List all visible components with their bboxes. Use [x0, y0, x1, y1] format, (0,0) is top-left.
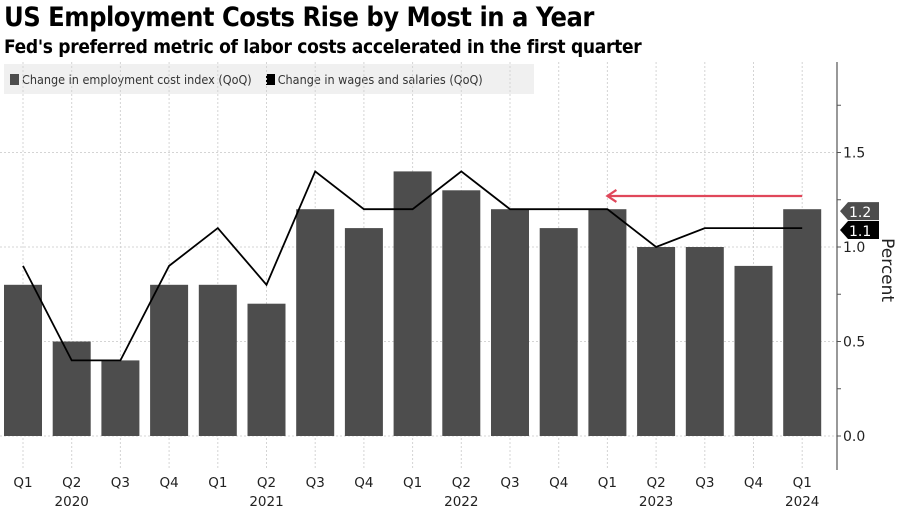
legend-item-wages: Change in wages and salaries (QoQ) — [265, 71, 483, 87]
x-tick-label: Q4 — [744, 475, 763, 491]
x-year-label: 2020 — [55, 494, 89, 510]
y-axis: 0.0 0.5 1.0 1.5 1.2 1.1 — [836, 62, 879, 470]
legend-item-eci: Change in employment cost index (QoQ) — [10, 72, 252, 87]
annotation-arrow-head — [605, 189, 618, 203]
x-tick-label: Q4 — [159, 475, 178, 491]
x-tick-label: Q1 — [13, 475, 32, 491]
last-value-badge-wages-text: 1.1 — [849, 224, 871, 240]
x-tick-label: Q3 — [500, 475, 519, 491]
x-tick-label: Q2 — [257, 475, 276, 491]
x-tick-label: Q3 — [306, 475, 325, 491]
x-year-label: 2023 — [639, 494, 673, 510]
bar — [637, 247, 676, 436]
bar — [539, 228, 578, 436]
x-tick-label: Q2 — [62, 475, 81, 491]
last-value-badge-wages-bg — [840, 220, 879, 239]
bar — [734, 265, 773, 436]
wages-line — [22, 169, 803, 362]
x-tick-label: Q1 — [793, 475, 812, 491]
x-tick-label: Q2 — [452, 475, 471, 491]
x-axis: Q1 Q2 Q3 Q4 Q1 Q2 Q3 Q4 Q1 Q2 Q3 Q4 Q1 Q2 Q3 Q4 Q1 2020 20… — [13, 475, 819, 510]
chart-subtitle: Fed's preferred metric of labor costs ac… — [4, 36, 642, 58]
last-value-badge-wages: 1.1 — [840, 220, 879, 240]
last-value-badge-eci: 1.2 — [840, 202, 879, 221]
x-year-label: 2022 — [444, 494, 478, 510]
bar — [247, 303, 286, 436]
y-tick-label: 0.0 — [843, 429, 865, 445]
bar — [4, 284, 42, 436]
bar — [344, 228, 383, 436]
chart-title: US Employment Costs Rise by Most in a Ye… — [4, 2, 594, 33]
x-tick-label: Q3 — [695, 475, 714, 491]
bar — [52, 341, 91, 436]
x-tick-label: Q4 — [549, 475, 568, 491]
bar — [296, 209, 335, 436]
x-year-label: 2024 — [785, 494, 819, 510]
bar — [101, 360, 140, 436]
x-tick-label: Q1 — [598, 475, 617, 491]
x-tick-label: Q1 — [403, 475, 422, 491]
x-tick-label: Q3 — [111, 475, 130, 491]
bar — [685, 247, 724, 436]
legend-swatch-eci — [10, 73, 19, 85]
y-tick-label: 1.0 — [843, 240, 865, 256]
y-tick-label: 1.5 — [843, 146, 865, 162]
bar — [783, 209, 822, 436]
x-tick-label: Q2 — [646, 475, 665, 491]
legend: Change in employment cost index (QoQ) Ch… — [4, 64, 534, 94]
bar — [393, 171, 432, 436]
legend-swatch-wages — [265, 73, 275, 85]
y-axis-label: Percent — [877, 238, 897, 302]
y-tick-label: 0.5 — [843, 335, 865, 351]
bar — [588, 209, 627, 436]
bar — [150, 284, 189, 436]
bar — [491, 209, 529, 436]
x-tick-label: Q4 — [354, 475, 373, 491]
last-value-badge-eci-bg — [840, 202, 879, 221]
bar — [442, 190, 481, 436]
bars — [4, 171, 822, 436]
annotations — [605, 189, 803, 203]
bar — [198, 284, 237, 436]
legend-label-wages: Change in wages and salaries (QoQ) — [277, 71, 483, 87]
line-series — [22, 169, 803, 362]
x-tick-label: Q1 — [208, 475, 227, 491]
legend-label-eci: Change in employment cost index (QoQ) — [22, 71, 252, 87]
x-year-label: 2021 — [249, 494, 283, 510]
last-value-badge-eci-text: 1.2 — [849, 205, 871, 221]
